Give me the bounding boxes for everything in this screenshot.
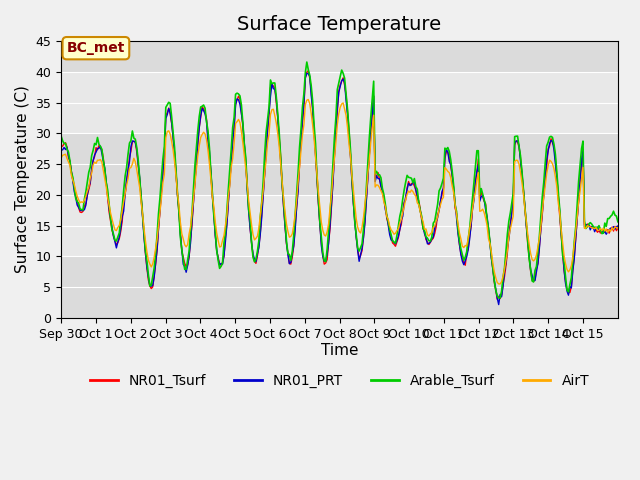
Title: Surface Temperature: Surface Temperature (237, 15, 442, 34)
Bar (61, 256, 618, 318)
Text: BC_met: BC_met (67, 41, 125, 55)
Legend: NR01_Tsurf, NR01_PRT, Arable_Tsurf, AirT: NR01_Tsurf, NR01_PRT, Arable_Tsurf, AirT (84, 369, 595, 394)
X-axis label: Time: Time (321, 343, 358, 359)
Y-axis label: Surface Temperature (C): Surface Temperature (C) (15, 85, 30, 274)
Bar (61, 133, 618, 195)
Bar (61, 41, 618, 72)
